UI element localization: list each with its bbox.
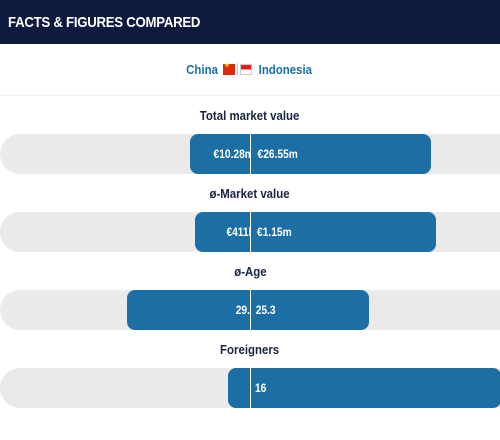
metric-label: Foreigners	[220, 341, 280, 357]
right-value-bar: 25.3	[251, 290, 369, 330]
indonesia-flag-icon	[240, 64, 253, 75]
page-header: FACTS & FIGURES COMPARED	[0, 0, 500, 44]
metric-foreigners: Foreigners 0 16	[0, 330, 500, 408]
team-left-link[interactable]: China	[186, 62, 219, 77]
left-value-bar: €411k	[195, 212, 260, 252]
metric-label: ø-Age	[233, 263, 267, 279]
left-value-bar: 29.0	[127, 290, 260, 330]
right-value: €1.15m	[257, 225, 292, 239]
right-value-bar: €26.55m	[251, 134, 431, 174]
china-flag-icon	[223, 62, 236, 75]
metrics-list: Total market value €10.28m €26.55m ø-Mar…	[0, 96, 500, 408]
right-value: 25.3	[255, 303, 276, 317]
center-divider	[250, 212, 251, 252]
right-value-bar: €1.15m	[251, 212, 436, 252]
team-right-link[interactable]: Indonesia	[258, 62, 313, 77]
metric-label: ø-Market value	[209, 185, 291, 201]
page-title: FACTS & FIGURES COMPARED	[8, 13, 201, 31]
metric-total-market-value: Total market value €10.28m €26.55m	[0, 96, 500, 174]
metric-avg-age: ø-Age 29.0 25.3	[0, 252, 500, 330]
team-comparison-header: China Indonesia	[0, 44, 500, 96]
right-value: 16	[255, 381, 267, 395]
left-value-bar: €10.28m	[190, 134, 260, 174]
comparison-track: €411k €1.15m	[0, 212, 500, 252]
comparison-track: €10.28m €26.55m	[0, 134, 500, 174]
metric-label: Total market value	[200, 107, 300, 123]
right-value-bar: 16	[251, 368, 500, 408]
center-divider	[250, 290, 251, 330]
left-value: €10.28m	[213, 147, 254, 161]
comparison-track: 0 16	[0, 368, 500, 408]
metric-avg-market-value: ø-Market value €411k €1.15m	[0, 174, 500, 252]
left-value: €411k	[226, 225, 255, 239]
center-divider	[250, 368, 251, 408]
center-divider	[250, 134, 251, 174]
comparison-track: 29.0 25.3	[0, 290, 500, 330]
right-value: €26.55m	[257, 147, 298, 161]
divider	[237, 63, 239, 76]
